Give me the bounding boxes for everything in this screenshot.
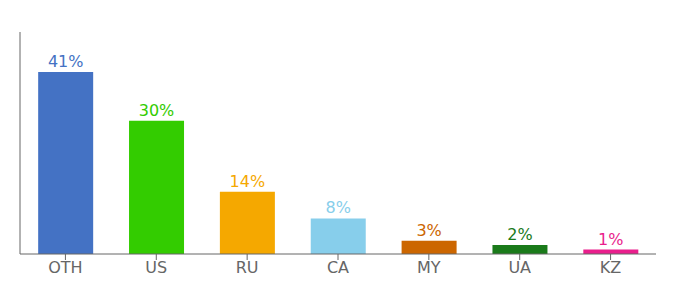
svg-text:US: US bbox=[145, 258, 167, 277]
svg-text:14%: 14% bbox=[230, 172, 266, 191]
svg-text:CA: CA bbox=[327, 258, 349, 277]
svg-text:UA: UA bbox=[508, 258, 531, 277]
svg-text:3%: 3% bbox=[416, 221, 441, 240]
svg-text:30%: 30% bbox=[139, 101, 175, 120]
svg-text:1%: 1% bbox=[598, 230, 623, 249]
svg-text:MY: MY bbox=[417, 258, 441, 277]
svg-text:KZ: KZ bbox=[600, 258, 621, 277]
svg-text:41%: 41% bbox=[48, 52, 84, 71]
svg-text:8%: 8% bbox=[326, 198, 351, 217]
svg-text:OTH: OTH bbox=[48, 258, 82, 277]
svg-text:2%: 2% bbox=[507, 225, 532, 244]
svg-text:RU: RU bbox=[236, 258, 259, 277]
